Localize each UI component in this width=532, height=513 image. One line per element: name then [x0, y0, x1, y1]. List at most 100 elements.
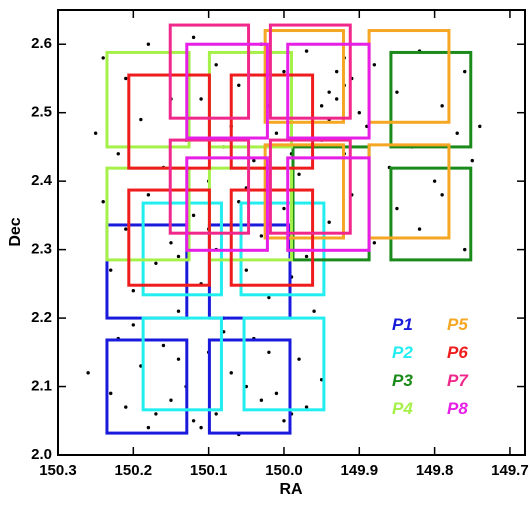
data-point: [297, 172, 301, 177]
data-point: [455, 131, 459, 135]
legend-label: P3: [392, 371, 413, 390]
x-tick-label: 150.0: [265, 462, 303, 479]
data-point: [124, 405, 128, 409]
data-point: [372, 241, 377, 245]
data-point: [440, 193, 444, 197]
x-axis-label: RA: [279, 481, 303, 498]
field-box: [268, 23, 352, 120]
legend-label: P7: [447, 371, 469, 390]
field-box: [207, 338, 292, 435]
data-point: [191, 213, 196, 218]
field-box: [229, 188, 315, 287]
data-point: [214, 63, 218, 67]
data-point: [417, 227, 422, 231]
data-point: [327, 220, 331, 224]
data-point: [463, 69, 467, 74]
data-point: [161, 343, 166, 348]
data-point: [199, 97, 203, 101]
x-tick-label: 150.1: [190, 462, 228, 479]
field-box: [229, 73, 315, 170]
field-box: [185, 156, 269, 252]
data-point: [169, 241, 173, 245]
data-point: [109, 391, 113, 396]
legend-label: P6: [447, 343, 468, 362]
x-tick-label: 150.2: [115, 462, 153, 479]
y-tick-label: 2.3: [31, 241, 52, 258]
data-point: [327, 90, 331, 94]
field-box: [185, 42, 269, 140]
data-point: [463, 247, 467, 252]
y-axis-label: Dec: [7, 217, 24, 246]
data-point: [282, 206, 286, 211]
data-point: [237, 83, 241, 88]
data-point: [244, 268, 249, 272]
field-box: [105, 338, 189, 435]
field-box: [207, 50, 294, 149]
data-point: [131, 288, 136, 293]
data-point: [282, 419, 286, 423]
field-box: [168, 138, 251, 235]
data-point: [372, 63, 377, 67]
data-point: [86, 371, 90, 375]
data-point: [440, 104, 444, 108]
data-point: [312, 309, 316, 313]
y-tick-label: 2.4: [31, 172, 53, 189]
data-point: [357, 110, 361, 115]
field-box: [367, 29, 451, 124]
data-point: [101, 56, 105, 60]
plot-frame: [57, 9, 526, 456]
data-point: [478, 124, 482, 129]
data-point: [252, 158, 256, 163]
data-point: [319, 104, 324, 108]
data-point: [116, 152, 120, 156]
field-box: [389, 166, 473, 262]
y-tick-label: 2.1: [31, 378, 52, 395]
y-tick-label: 2.5: [31, 104, 52, 121]
data-point: [214, 412, 218, 416]
field-box: [141, 316, 223, 412]
data-point: [470, 158, 474, 163]
data-point: [395, 206, 399, 211]
data-point: [304, 254, 309, 259]
data-point: [259, 234, 264, 238]
data-point: [274, 391, 279, 396]
legend-label: P4: [392, 399, 413, 418]
data-point: [124, 76, 128, 81]
legend-label: P1: [392, 315, 413, 334]
data-point: [146, 42, 151, 46]
data-point: [191, 35, 196, 40]
data-point: [176, 357, 181, 361]
data-point: [282, 69, 286, 74]
field-box: [242, 316, 326, 412]
field-box: [105, 223, 189, 320]
legend-label: P8: [447, 399, 468, 418]
data-point: [124, 227, 128, 231]
data-point: [176, 254, 181, 259]
field-box: [286, 42, 371, 140]
data-point: [191, 419, 196, 423]
data-point: [334, 97, 339, 101]
data-point: [199, 425, 203, 430]
data-point: [139, 117, 143, 122]
data-point: [267, 295, 271, 300]
data-point: [131, 323, 136, 327]
x-tick-label: 149.9: [341, 462, 379, 479]
data-point: [154, 261, 158, 266]
data-point: [146, 425, 151, 430]
field-box: [105, 166, 191, 262]
data-point: [395, 90, 399, 94]
legend-label: P5: [447, 315, 468, 334]
data-point: [101, 199, 105, 204]
y-tick-label: 2.2: [31, 309, 52, 326]
data-point: [229, 371, 233, 375]
data-point: [93, 131, 98, 135]
data-point: [146, 193, 151, 197]
data-point: [154, 412, 158, 416]
data-point: [297, 357, 301, 361]
y-tick-label: 2.0: [31, 446, 52, 463]
field-box: [168, 23, 251, 120]
data-point: [432, 179, 437, 183]
field-box: [389, 50, 473, 149]
data-point: [109, 268, 113, 272]
